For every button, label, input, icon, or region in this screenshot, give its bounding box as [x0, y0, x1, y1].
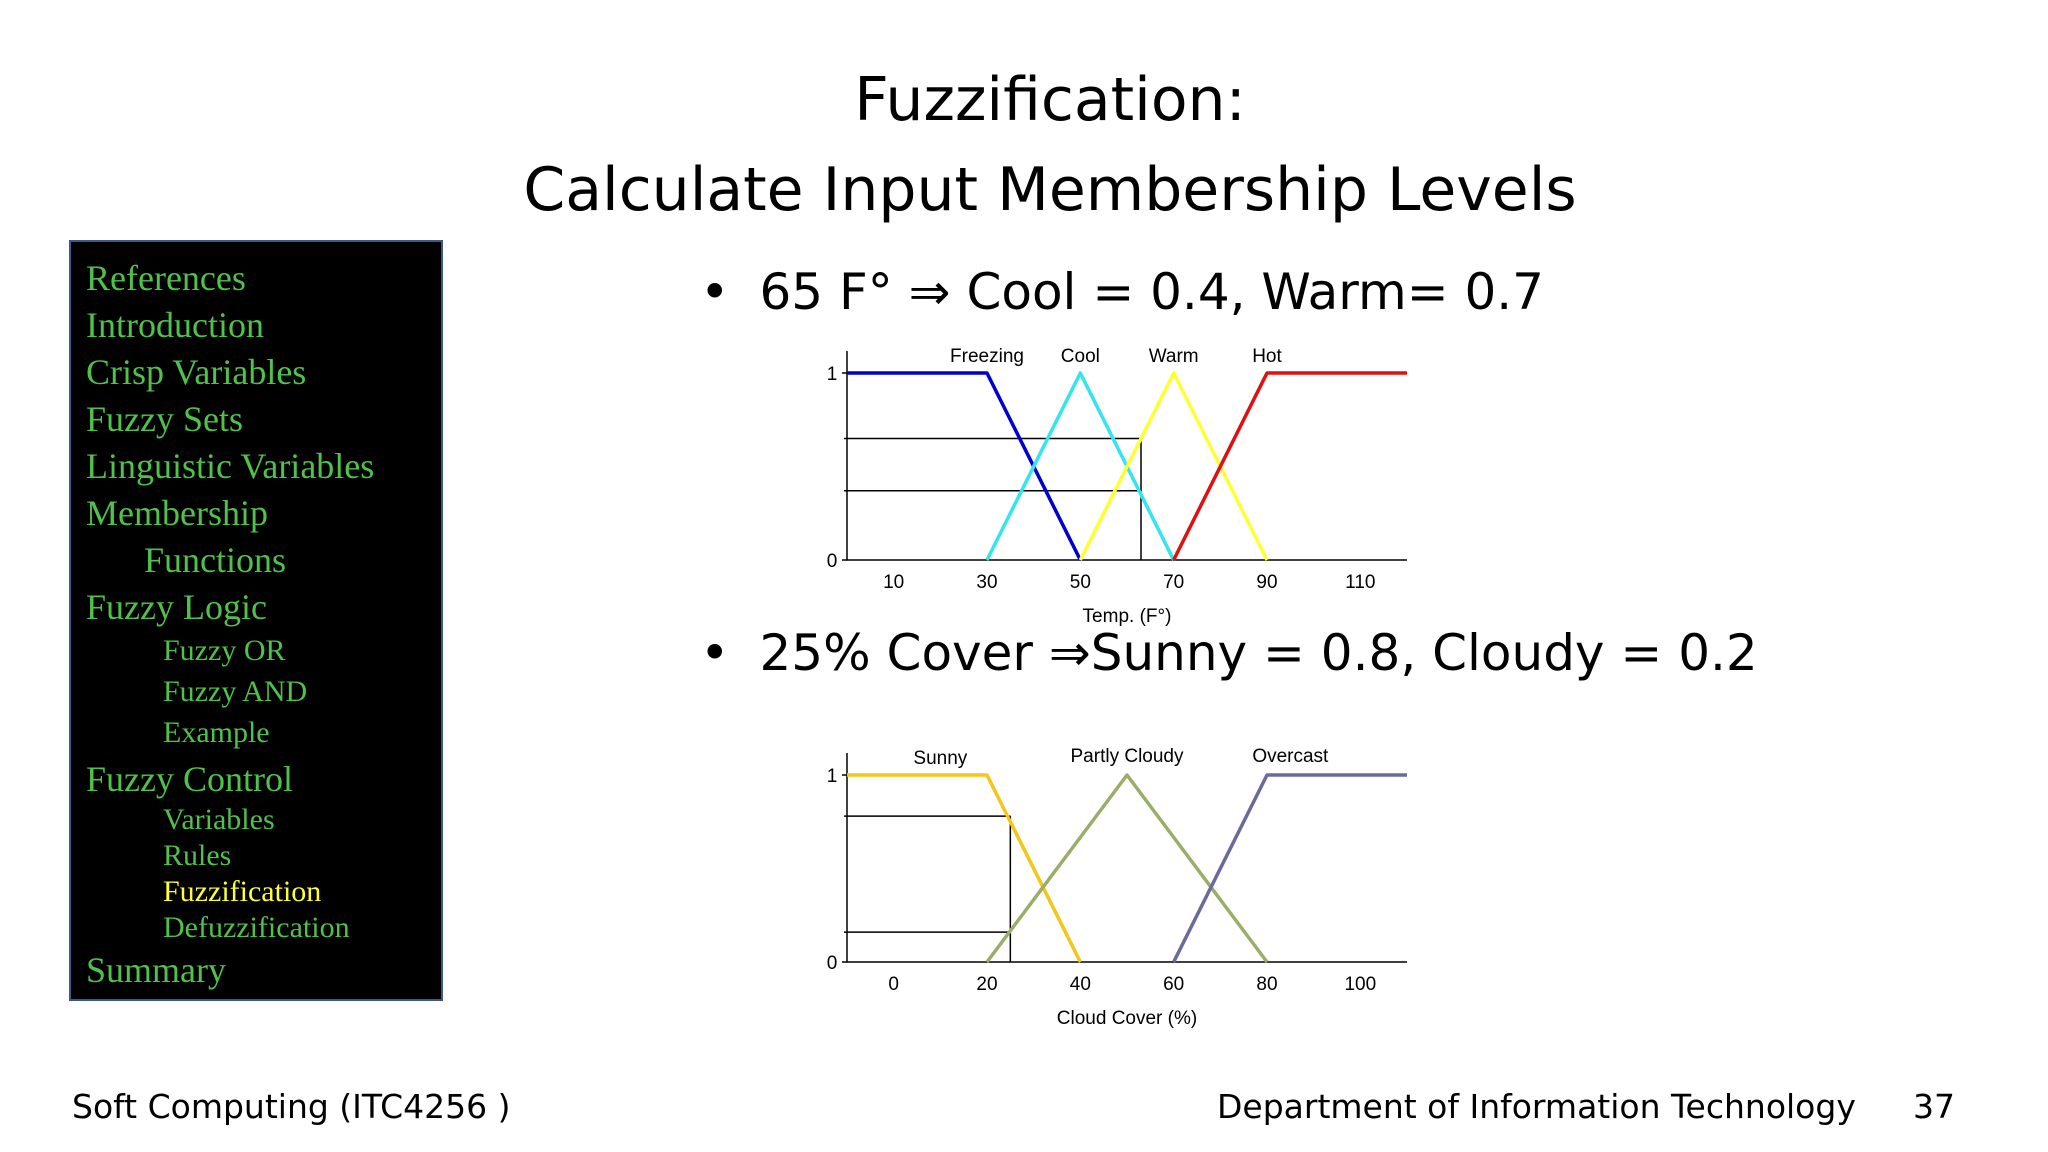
nav-item-fuzzy-or[interactable]: Fuzzy OR — [163, 634, 286, 667]
y-tick-label: 0 — [827, 953, 838, 974]
x-tick-label: 10 — [883, 572, 904, 593]
y-tick-label: 1 — [827, 766, 838, 787]
series-line-warm — [1078, 371, 1269, 561]
x-tick-label: 0 — [888, 974, 899, 995]
nav-item-fuzzy-sets[interactable]: Fuzzy Sets — [86, 399, 243, 439]
nav-item-fuzzification[interactable]: Fuzzification — [163, 875, 322, 908]
series-label: Cool — [1061, 346, 1100, 367]
x-axis-label: Temp. (F°) — [1083, 606, 1172, 627]
series-line-overcast — [1172, 773, 1407, 963]
bullet-cloud-cover-text: 25% Cover ⇒Sunny = 0.8, Cloudy = 0.2 — [759, 624, 1758, 682]
series-line-sunny — [847, 773, 1082, 963]
x-tick-label: 70 — [1163, 572, 1184, 593]
x-tick-label: 110 — [1345, 572, 1375, 593]
x-tick-label: 80 — [1256, 974, 1277, 995]
x-tick-label: 90 — [1256, 572, 1277, 593]
series-label: Freezing — [950, 346, 1024, 367]
x-tick-label: 20 — [976, 974, 997, 995]
nav-item-introduction[interactable]: Introduction — [86, 305, 264, 345]
nav-item-fuzzy-logic[interactable]: Fuzzy Logic — [86, 587, 267, 627]
series-label: Hot — [1252, 346, 1282, 367]
navigation-panel: References Introduction Crisp Variables … — [69, 240, 443, 1001]
x-tick-label: 50 — [1070, 572, 1091, 593]
series-label: Warm — [1149, 346, 1199, 367]
footer-department: Department of Information Technology — [1217, 1087, 1856, 1126]
series-line-cool — [985, 371, 1176, 561]
chart-axes — [846, 351, 1407, 561]
bullet-dot: • — [700, 624, 730, 682]
x-tick-label: 60 — [1163, 974, 1184, 995]
nav-item-membership[interactable]: Membership — [86, 493, 268, 533]
series-label: Overcast — [1252, 746, 1329, 767]
nav-item-linguistic-variables[interactable]: Linguistic Variables — [86, 446, 375, 486]
y-tick-label: 1 — [827, 364, 838, 385]
nav-item-example[interactable]: Example — [163, 716, 270, 749]
bullet-temperature-text: 65 F° ⇒ Cool = 0.4, Warm= 0.7 — [759, 263, 1545, 321]
bullet-dot: • — [700, 263, 730, 321]
bullet-cloud-cover: • 25% Cover ⇒Sunny = 0.8, Cloudy = 0.2 — [700, 628, 1758, 678]
series-line-partly-cloudy — [985, 773, 1269, 964]
nav-item-functions[interactable]: Functions — [144, 540, 287, 580]
series-label: Partly Cloudy — [1071, 746, 1184, 767]
chart-axes — [846, 753, 1407, 963]
nav-item-fuzzy-control[interactable]: Fuzzy Control — [86, 759, 293, 799]
x-tick-label: 100 — [1344, 974, 1376, 995]
x-axis-label: Cloud Cover (%) — [1057, 1008, 1197, 1029]
slide-title-line2: Calculate Input Membership Levels — [523, 155, 1577, 225]
footer-course: Soft Computing (ITC4256 ) — [72, 1087, 511, 1126]
nav-item-rules[interactable]: Rules — [163, 839, 232, 872]
bullet-temperature: • 65 F° ⇒ Cool = 0.4, Warm= 0.7 — [700, 267, 1544, 317]
nav-item-fuzzy-and[interactable]: Fuzzy AND — [163, 675, 308, 708]
nav-item-crisp-variables[interactable]: Crisp Variables — [86, 352, 307, 392]
nav-item-variables[interactable]: Variables — [163, 803, 275, 836]
y-tick-label: 0 — [827, 551, 838, 572]
series-line-hot — [1172, 371, 1407, 561]
nav-item-summary[interactable]: Summary — [86, 950, 226, 990]
nav-item-defuzzification[interactable]: Defuzzification — [163, 911, 350, 944]
x-tick-label: 40 — [1070, 974, 1091, 995]
nav-item-references[interactable]: References — [86, 258, 246, 298]
series-line-freezing — [847, 371, 1082, 561]
footer-page-number: 37 — [1913, 1087, 1955, 1126]
x-tick-label: 30 — [976, 572, 997, 593]
slide-title-line1: Fuzzification: — [854, 65, 1246, 135]
series-label: Sunny — [913, 748, 967, 769]
